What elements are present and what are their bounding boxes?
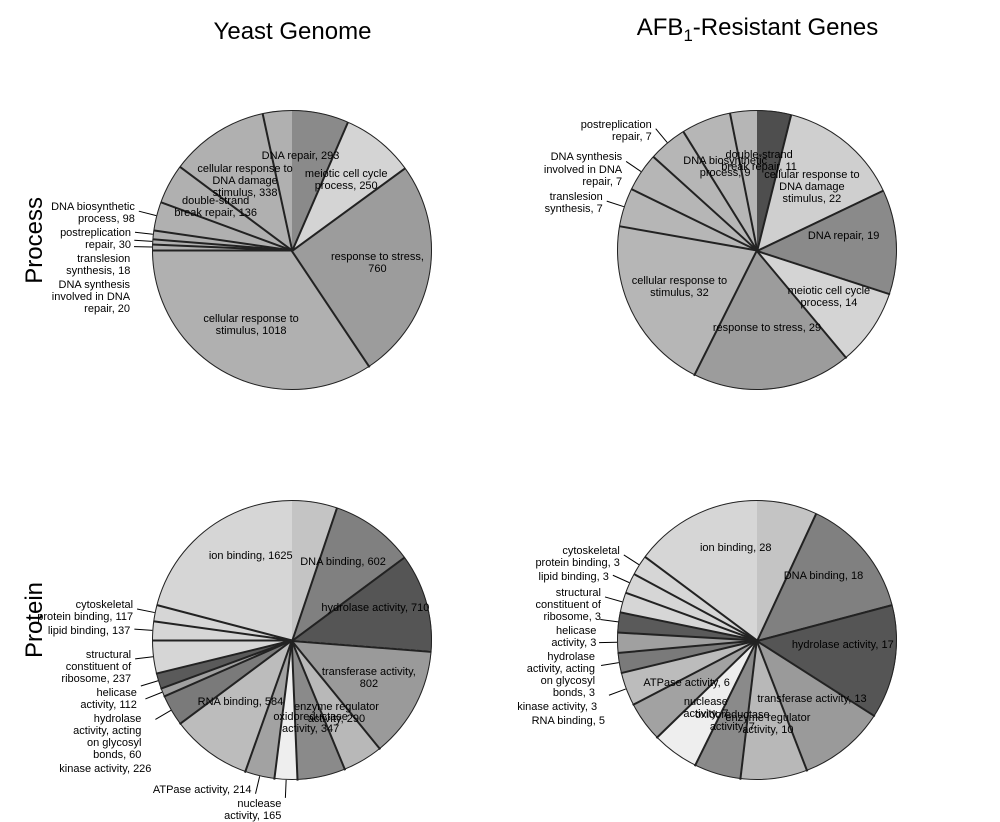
col-title-afb: AFB1-Resistant Genes: [525, 14, 990, 50]
slice-label: meiotic cell cycle process, 14: [774, 285, 884, 309]
slice-label: ATPase activity, 214: [142, 784, 252, 796]
slice-label: translesion synthesis, 18: [20, 253, 130, 277]
slice-label: hydrolase activity, 710: [320, 602, 430, 614]
chart-yeast-protein: lipid binding, 137cytoskeletal protein b…: [60, 430, 525, 810]
slice-label: hydrolase activity, acting on glycosyl b…: [31, 713, 141, 761]
slice-label: cytoskeletal protein binding, 117: [23, 599, 133, 623]
slice-label: RNA binding, 5: [495, 715, 605, 727]
slice-label: postreplication repair, 7: [542, 119, 652, 143]
slice-label: RNA binding, 584: [185, 696, 295, 708]
slice-label: transferase activity, 802: [314, 666, 424, 690]
slice-label: cytoskeletal protein binding, 3: [510, 545, 620, 569]
slice-label: DNA binding, 602: [288, 556, 398, 568]
slice-label: DNA binding, 18: [768, 570, 878, 582]
slice-label: translesion synthesis, 7: [493, 191, 603, 215]
chart-afb-protein: lipid binding, 3cytoskeletal protein bin…: [525, 430, 990, 810]
slice-label: nuclease activity, 165: [171, 798, 281, 822]
slice-label: lipid binding, 3: [499, 571, 609, 583]
slice-label: response to stress, 29: [712, 322, 822, 334]
slice-label: helicase activity, 3: [486, 625, 596, 649]
slice-label: DNA biosynthetic process, 98: [25, 201, 135, 225]
slice-label: ATPase activity, 6: [632, 677, 742, 689]
slice-label: cellular response to DNA damage stimulus…: [190, 163, 300, 199]
slice-label: ion binding, 28: [681, 542, 791, 554]
slice-label: cellular response to stimulus, 32: [624, 275, 734, 299]
slice-label: DNA repair, 19: [789, 230, 899, 242]
slice-label: kinase activity, 226: [41, 763, 151, 775]
slice-label: meiotic cell cycle process, 250: [291, 168, 401, 192]
slice-label: hydrolase activity, acting on glycosyl b…: [485, 651, 595, 699]
slice-label: DNA repair, 293: [246, 150, 356, 162]
figure-grid: Yeast Genome AFB1-Resistant Genes Proces…: [10, 10, 990, 810]
slice-label: postreplication repair, 30: [21, 227, 131, 251]
slice-label: lipid binding, 137: [20, 625, 130, 637]
slice-label: nuclease activity, 7: [651, 696, 761, 720]
chart-afb-process: translesion synthesis, 7DNA synthesis in…: [525, 50, 990, 430]
slice-label: response to stress, 760: [322, 251, 432, 275]
slice-label: helicase activity, 112: [27, 687, 137, 711]
slice-label: cellular response to stimulus, 1018: [196, 313, 306, 337]
slice-label: structural constituent of ribosome, 237: [21, 649, 131, 685]
slice-label: structural constituent of ribosome, 3: [491, 587, 601, 623]
col-title-yeast: Yeast Genome: [60, 18, 525, 50]
slice-label: DNA synthesis involved in DNA repair, 7: [512, 151, 622, 187]
slice-label: hydrolase activity, 17: [788, 639, 898, 651]
slice-label: cellular response to DNA damage stimulus…: [757, 169, 867, 205]
slice-label: oxidoreductase activity, 347: [256, 711, 366, 735]
slice-label: transferase activity, 13: [757, 693, 867, 705]
chart-yeast-process: DNA synthesis involved in DNA repair, 20…: [60, 50, 525, 430]
slice-label: DNA synthesis involved in DNA repair, 20: [20, 279, 130, 315]
slice-label: kinase activity, 3: [487, 701, 597, 713]
